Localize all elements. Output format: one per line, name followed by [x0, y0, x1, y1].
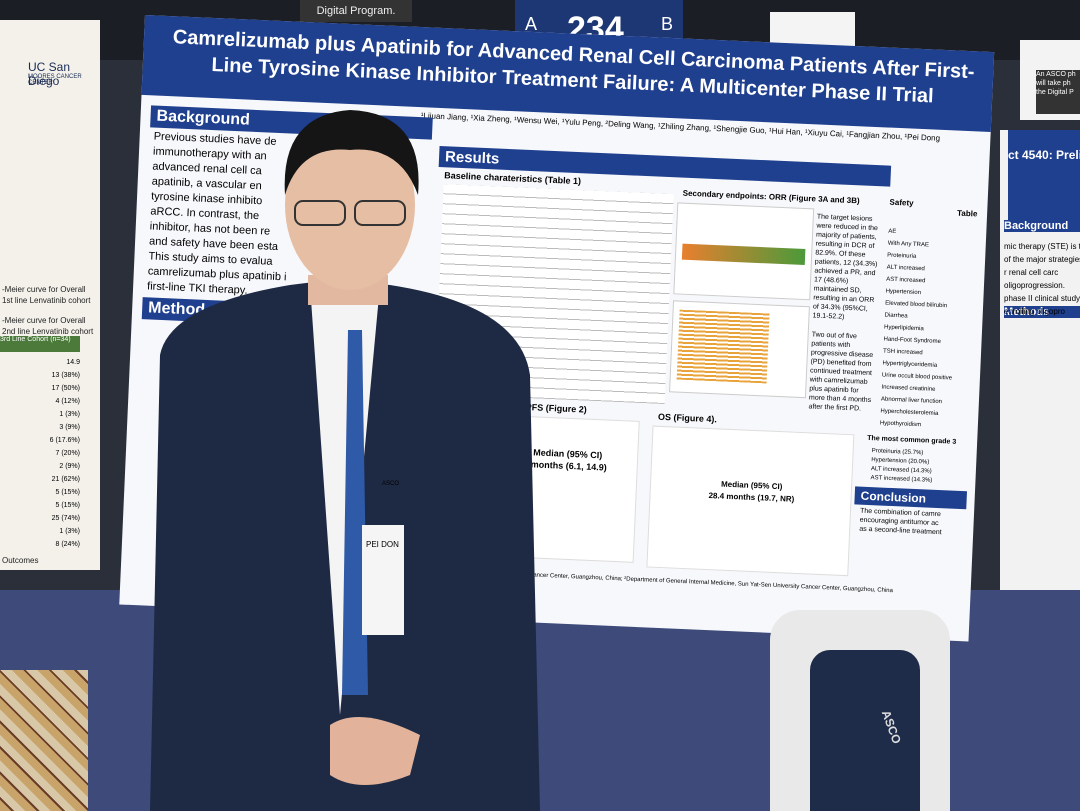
subheading: Safety: [889, 197, 914, 208]
text-line: oligoprogression.: [1004, 281, 1065, 290]
table-cell: 1 (3%): [59, 528, 80, 535]
table-cell: 5 (15%): [55, 489, 80, 496]
caption: 2nd line Lenvatinib cohort: [2, 327, 94, 336]
table-cell: 6 (17.6%): [49, 437, 80, 444]
badge: [362, 525, 404, 635]
caption: 1st line Lenvatinib cohort: [2, 296, 91, 305]
section-heading: Methods: [1004, 306, 1080, 318]
os-chart: Median (95% CI) 28.4 months (19.7, NR): [646, 425, 855, 577]
table-cell: 25 (74%): [51, 515, 80, 522]
orr-text: The target lesions were reduced in the m…: [812, 213, 879, 321]
tie: [342, 330, 368, 695]
subheading: Table: [956, 208, 978, 219]
board-left: A: [525, 14, 538, 34]
table-cell: 4 (12%): [55, 398, 80, 405]
safety-table: AE With Any TRAE Proteinuria ALT increased A…: [880, 226, 984, 434]
section-heading: Conclusion: [854, 486, 968, 510]
table-cell: 3 (9%): [59, 424, 80, 431]
subheading: The most common grade 3: [867, 434, 957, 446]
list-item: AST increased (14.3%): [870, 475, 933, 484]
table-cell: 13 (38%): [51, 372, 80, 379]
table-header: 3rd Line Cohort (n=34): [0, 336, 80, 352]
table-cell: 17 (50%): [51, 385, 80, 392]
table-cell: 8 (24%): [55, 541, 80, 548]
table-cell: 1 (3%): [59, 411, 80, 418]
section-heading: Background: [1004, 220, 1080, 232]
left-poster: UC San Diego MOORES CANCER CENTER -Meier…: [0, 20, 100, 570]
badge-name: PEI DON: [366, 540, 399, 549]
caption: -Meier curve for Overall: [2, 285, 86, 294]
table-cell: 7 (20%): [55, 450, 80, 457]
plaid-bag: [0, 670, 88, 811]
table-cell: 21 (62%): [51, 476, 80, 483]
caption: Outcomes: [2, 556, 39, 565]
logo-sub: MOORES CANCER CENTER: [28, 74, 82, 86]
text-line: r renal cell carc: [1004, 268, 1059, 277]
hands: [330, 717, 420, 785]
table: 14.9 13 (38%) 17 (50%) 4 (12%) 1 (3%) 3 (9%) 6…: [30, 356, 80, 551]
board-right: B: [661, 14, 674, 34]
glasses: [354, 200, 406, 226]
caption: -Meier curve for Overall: [2, 316, 86, 325]
sign-text: An ASCO ph will take ph the Digital P: [1036, 70, 1080, 114]
badge-logo: ASCO: [382, 481, 399, 487]
text-line: mic therapy (STE) is th: [1004, 242, 1080, 251]
table-cell: 14.9: [66, 359, 80, 366]
person: PEI DON ASCO: [150, 110, 540, 811]
backpack: ASCO: [810, 650, 920, 811]
right-poster: ct 4540: Prelimi Background Methods mic …: [1000, 130, 1080, 590]
text-line: phase II clinical study: [1004, 294, 1080, 303]
table-cell: 2 (9%): [59, 463, 80, 470]
table-cell: 5 (15%): [55, 502, 80, 509]
glasses: [294, 200, 346, 226]
waterfall-chart: [673, 202, 815, 301]
bag-logo: ASCO: [878, 708, 904, 746]
swimmer-chart: [669, 300, 810, 399]
logo: UC San Diego: [28, 60, 71, 88]
text-line: of the major strategies b: [1004, 255, 1080, 264]
hair: [284, 110, 419, 195]
sign: An ASCO ph will take ph the Digital P: [1020, 40, 1080, 120]
pd-text: Two out of five patients with progressiv…: [808, 331, 874, 413]
median-value: 28.4 months (19.7, NR): [708, 491, 795, 504]
face: [285, 120, 415, 290]
median-label: Median (95% CI): [720, 479, 783, 492]
conclusion-text: The combination of camre encouraging anti…: [859, 507, 943, 538]
body-text: mic therapy (STE) is th of the major stra…: [1004, 240, 1080, 318]
text-line: enrolling oligopro: [1004, 307, 1065, 316]
top-sign: Digital Program.: [300, 0, 412, 22]
poster-title: ct 4540: Prelimi: [1008, 130, 1080, 228]
common-list: Proteinuria (25.7%) Hypertension (20.0%) A…: [870, 447, 933, 486]
subheading: OS (Figure 4).: [657, 411, 718, 425]
